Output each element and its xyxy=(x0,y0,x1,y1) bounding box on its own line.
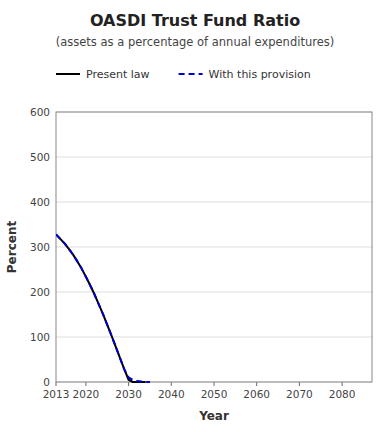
x-tick-label: 2050 xyxy=(201,388,228,400)
x-tick xyxy=(128,382,129,386)
grid-line xyxy=(56,292,372,293)
y-axis-label: Percent xyxy=(5,221,19,274)
y-tick-label: 400 xyxy=(30,196,50,208)
plot-frame xyxy=(56,112,372,382)
y-tick-label: 600 xyxy=(30,106,50,118)
x-tick-label: 2070 xyxy=(286,388,313,400)
x-tick xyxy=(85,382,86,386)
x-tick xyxy=(342,382,343,386)
grid-line xyxy=(56,202,372,203)
x-tick xyxy=(299,382,300,386)
x-tick-label: 2030 xyxy=(115,388,142,400)
y-tick-label: 200 xyxy=(30,286,50,298)
legend-swatch xyxy=(56,73,80,75)
legend-swatch xyxy=(179,73,203,75)
y-tick-label: 0 xyxy=(43,376,50,388)
subtitle: (assets as a percentage of annual expend… xyxy=(56,35,334,49)
grid-line xyxy=(56,157,372,158)
legend-label: With this provision xyxy=(209,68,311,81)
series-line xyxy=(56,234,150,382)
x-tick-label: 2040 xyxy=(158,388,185,400)
x-tick-label: 2020 xyxy=(73,388,100,400)
x-tick xyxy=(56,382,57,386)
title: OASDI Trust Fund Ratio xyxy=(90,11,300,30)
y-tick-label: 300 xyxy=(30,241,50,253)
grid-line xyxy=(56,337,372,338)
x-tick-label: 2013 xyxy=(43,388,70,400)
x-tick-label: 2080 xyxy=(329,388,356,400)
y-tick-label: 100 xyxy=(30,331,50,343)
chart: OASDI Trust Fund Ratio (assets as a perce… xyxy=(0,0,390,432)
x-axis-label: Year xyxy=(198,409,229,423)
legend: Present law With this provision xyxy=(56,68,311,81)
y-tick-label: 500 xyxy=(30,151,50,163)
plot-area xyxy=(56,234,150,382)
x-tick xyxy=(256,382,257,386)
x-tick xyxy=(214,382,215,386)
x-tick xyxy=(171,382,172,386)
series-line xyxy=(56,234,146,382)
legend-label: Present law xyxy=(86,68,150,81)
x-tick-label: 2060 xyxy=(243,388,270,400)
grid-line xyxy=(56,247,372,248)
